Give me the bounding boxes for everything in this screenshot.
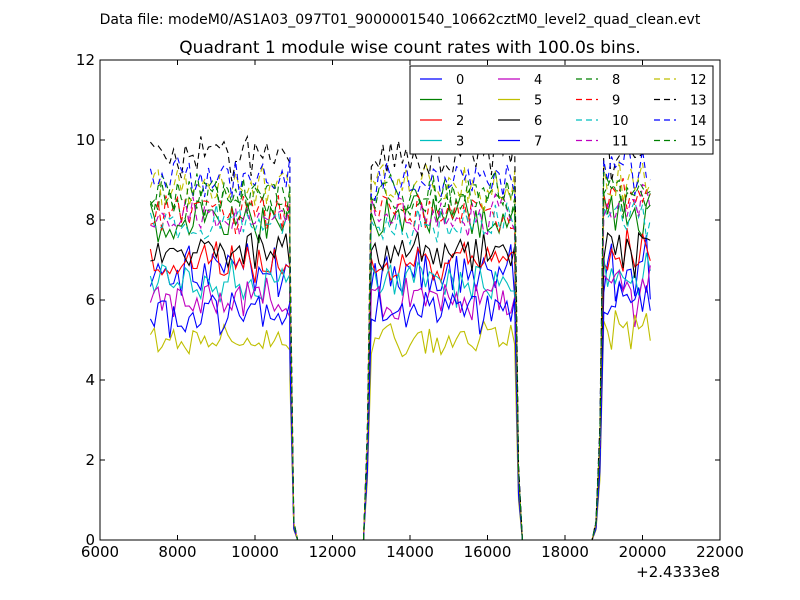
x-tick-label: 18000 [541,543,589,561]
x-offset-label: +2.4333e8 [636,563,720,581]
chart-title: Quadrant 1 module wise count rates with … [179,38,640,58]
legend-label-5: 5 [534,94,542,109]
legend-label-0: 0 [456,73,464,88]
chart-suptitle: Data file: modeM0/AS1A03_097T01_90000015… [100,12,701,28]
legend-box [409,65,714,155]
legend-label-4: 4 [534,73,542,88]
legend-label-3: 3 [456,135,464,150]
ticks-group: 6000 8000 10000 12000 14000 16000 18000 20000 22… [76,51,744,561]
x-tick-label: 12000 [309,543,357,561]
y-tick-label: 10 [76,131,95,149]
x-tick-label: 14000 [386,543,434,561]
legend-label-2: 2 [456,114,464,129]
y-tick-label: 4 [85,371,95,389]
series-line-15 [149,169,651,541]
legend-label-8: 8 [612,73,620,88]
x-tick-label: 6000 [81,543,119,561]
plot-frame [99,59,721,541]
legend-label-7: 7 [534,135,542,150]
legend-label-9: 9 [612,94,620,109]
y-tick-label: 0 [85,531,95,549]
x-tick-label: 22000 [696,543,744,561]
legend-label-10: 10 [612,114,629,129]
legend-label-15: 15 [690,135,707,150]
series-group [149,133,651,541]
y-tick-label: 2 [85,451,95,469]
legend-label-13: 13 [690,94,707,109]
legend-label-14: 14 [690,114,707,129]
y-tick-label: 6 [85,291,95,309]
legend-label-11: 11 [612,135,629,150]
legend-label-12: 12 [690,73,707,88]
y-tick-label: 8 [85,211,95,229]
series-line-9 [150,178,651,541]
legend-label-1: 1 [456,94,464,109]
x-tick-label: 16000 [464,543,512,561]
x-tick-label: 10000 [231,543,279,561]
x-tick-label: 8000 [158,543,196,561]
y-tick-label: 12 [76,51,95,69]
legend-label-6: 6 [534,114,542,129]
x-tick-label: 20000 [619,543,667,561]
